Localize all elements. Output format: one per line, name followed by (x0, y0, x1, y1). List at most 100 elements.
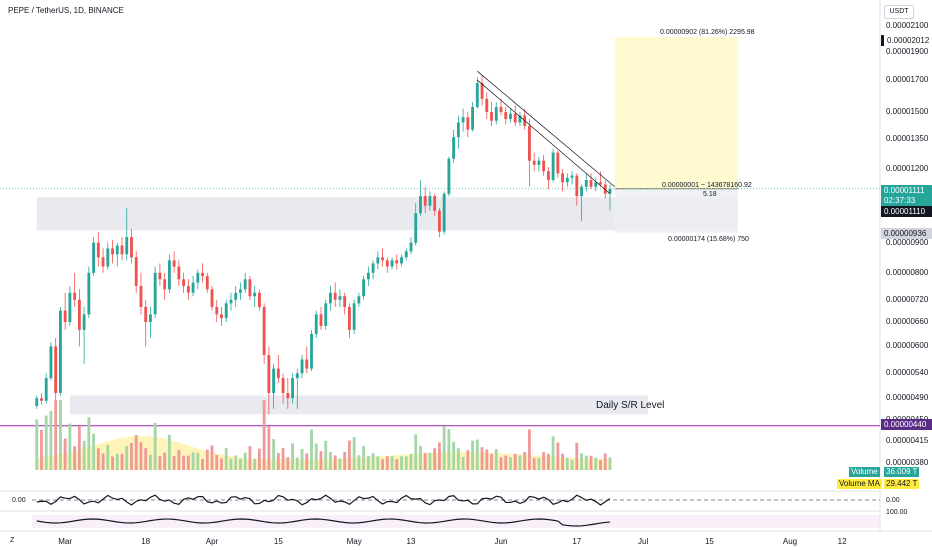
candle-body (414, 213, 418, 243)
volume-bar (267, 426, 271, 470)
candle-body (471, 106, 475, 130)
volume-bar (130, 443, 133, 470)
candle-body (82, 314, 86, 330)
candle-body (366, 272, 370, 280)
volume-bar (248, 446, 252, 470)
symbol-title: PEPE / TetherUS, 1D, BINANCE (8, 6, 124, 15)
price-tick-label: 0.00000415 (886, 435, 929, 445)
candle-body (262, 306, 266, 356)
volume-bar (215, 455, 219, 470)
volume-label: Volume (849, 467, 880, 477)
candle-body (196, 272, 200, 283)
candle-body (167, 260, 171, 290)
volume-bar (480, 447, 484, 470)
price-tick-label: 0.00001350 (886, 134, 929, 143)
target-price-tag: 0.00002012 (881, 35, 932, 46)
volume-bar (352, 437, 356, 470)
candle-body (272, 368, 276, 394)
candle-body (532, 160, 536, 165)
volume-bar (77, 425, 81, 470)
sr-zone-label: Daily S/R Level (596, 400, 665, 411)
volume-bar (608, 457, 612, 470)
candle-body (390, 260, 394, 267)
price-tick-label: 0.00000900 (886, 237, 929, 247)
candle-body (485, 98, 489, 113)
candle-body (409, 242, 413, 252)
volume-bar (556, 442, 560, 470)
candle-body (447, 158, 451, 194)
candle-body (257, 292, 261, 307)
measure-center-label-1: 0.00000001 ~ 143678160.92 (662, 182, 752, 189)
volume-bar (390, 456, 394, 470)
candle-body (35, 398, 39, 407)
volume-bar (561, 453, 565, 470)
candle-body (528, 126, 531, 161)
price-tick-label: 0.00000540 (886, 368, 929, 378)
candle-body (423, 196, 427, 206)
candle-body (101, 257, 105, 267)
volume-bar (239, 458, 242, 470)
volume-bar (523, 452, 527, 470)
date-tick-label: May (346, 537, 362, 546)
volume-bar (362, 446, 366, 470)
volume-bar (134, 435, 138, 470)
candle-body (253, 292, 257, 297)
candle-body (153, 272, 157, 315)
volume-bar (442, 426, 446, 470)
volume-bar (528, 429, 531, 470)
candle-body (205, 276, 209, 290)
candle-body (385, 260, 389, 267)
candle-body (494, 106, 498, 121)
volume-bar (447, 429, 451, 470)
volume-bar (428, 452, 432, 470)
currency-button[interactable]: USDT (884, 5, 914, 19)
candle-body (144, 306, 148, 323)
candle-body (92, 242, 96, 273)
volume-bar (310, 429, 313, 470)
candle-body (518, 115, 522, 123)
candle-body (248, 279, 252, 297)
candle-body (163, 279, 167, 290)
candle-body (201, 272, 204, 277)
volume-bar (437, 442, 441, 470)
candle-body (158, 272, 162, 280)
candle-body (77, 299, 81, 330)
volume-bar (262, 400, 266, 470)
volume-bar (537, 458, 541, 470)
candle-body (125, 237, 129, 255)
volume-bar (153, 422, 157, 470)
candle-body (509, 113, 512, 119)
candle-body (96, 242, 100, 258)
price-tick-label: 0.00000660 (886, 317, 929, 326)
candle-body (177, 266, 181, 280)
candle-body (490, 112, 493, 121)
volume-bar (54, 400, 58, 470)
date-tick-label: 17 (572, 537, 582, 546)
candle-body (111, 248, 114, 255)
candle-body (542, 160, 546, 172)
indicator2-left-label: Z (10, 537, 15, 544)
volume-bar (305, 453, 309, 470)
candle-body (54, 346, 58, 394)
volume-bar (272, 439, 276, 470)
candle-body (433, 196, 437, 211)
date-tick-label: 12 (837, 537, 847, 546)
volume-bar (63, 438, 67, 470)
volume-bar (73, 446, 77, 470)
volume-bar (158, 455, 162, 470)
candle-body (40, 398, 43, 401)
volume-bar (257, 448, 261, 470)
candle-body (357, 296, 361, 304)
candle-body (276, 368, 280, 379)
candle-body (291, 378, 294, 399)
candle-body (537, 160, 541, 165)
candle-body (182, 279, 186, 286)
volume-bar (343, 451, 347, 470)
volume-bar (494, 449, 498, 470)
volume-bar (229, 458, 233, 470)
candle-body (466, 117, 470, 130)
candle-body (599, 182, 602, 185)
price-tick-label: 0.00000800 (886, 267, 929, 277)
candle-body (452, 137, 456, 159)
